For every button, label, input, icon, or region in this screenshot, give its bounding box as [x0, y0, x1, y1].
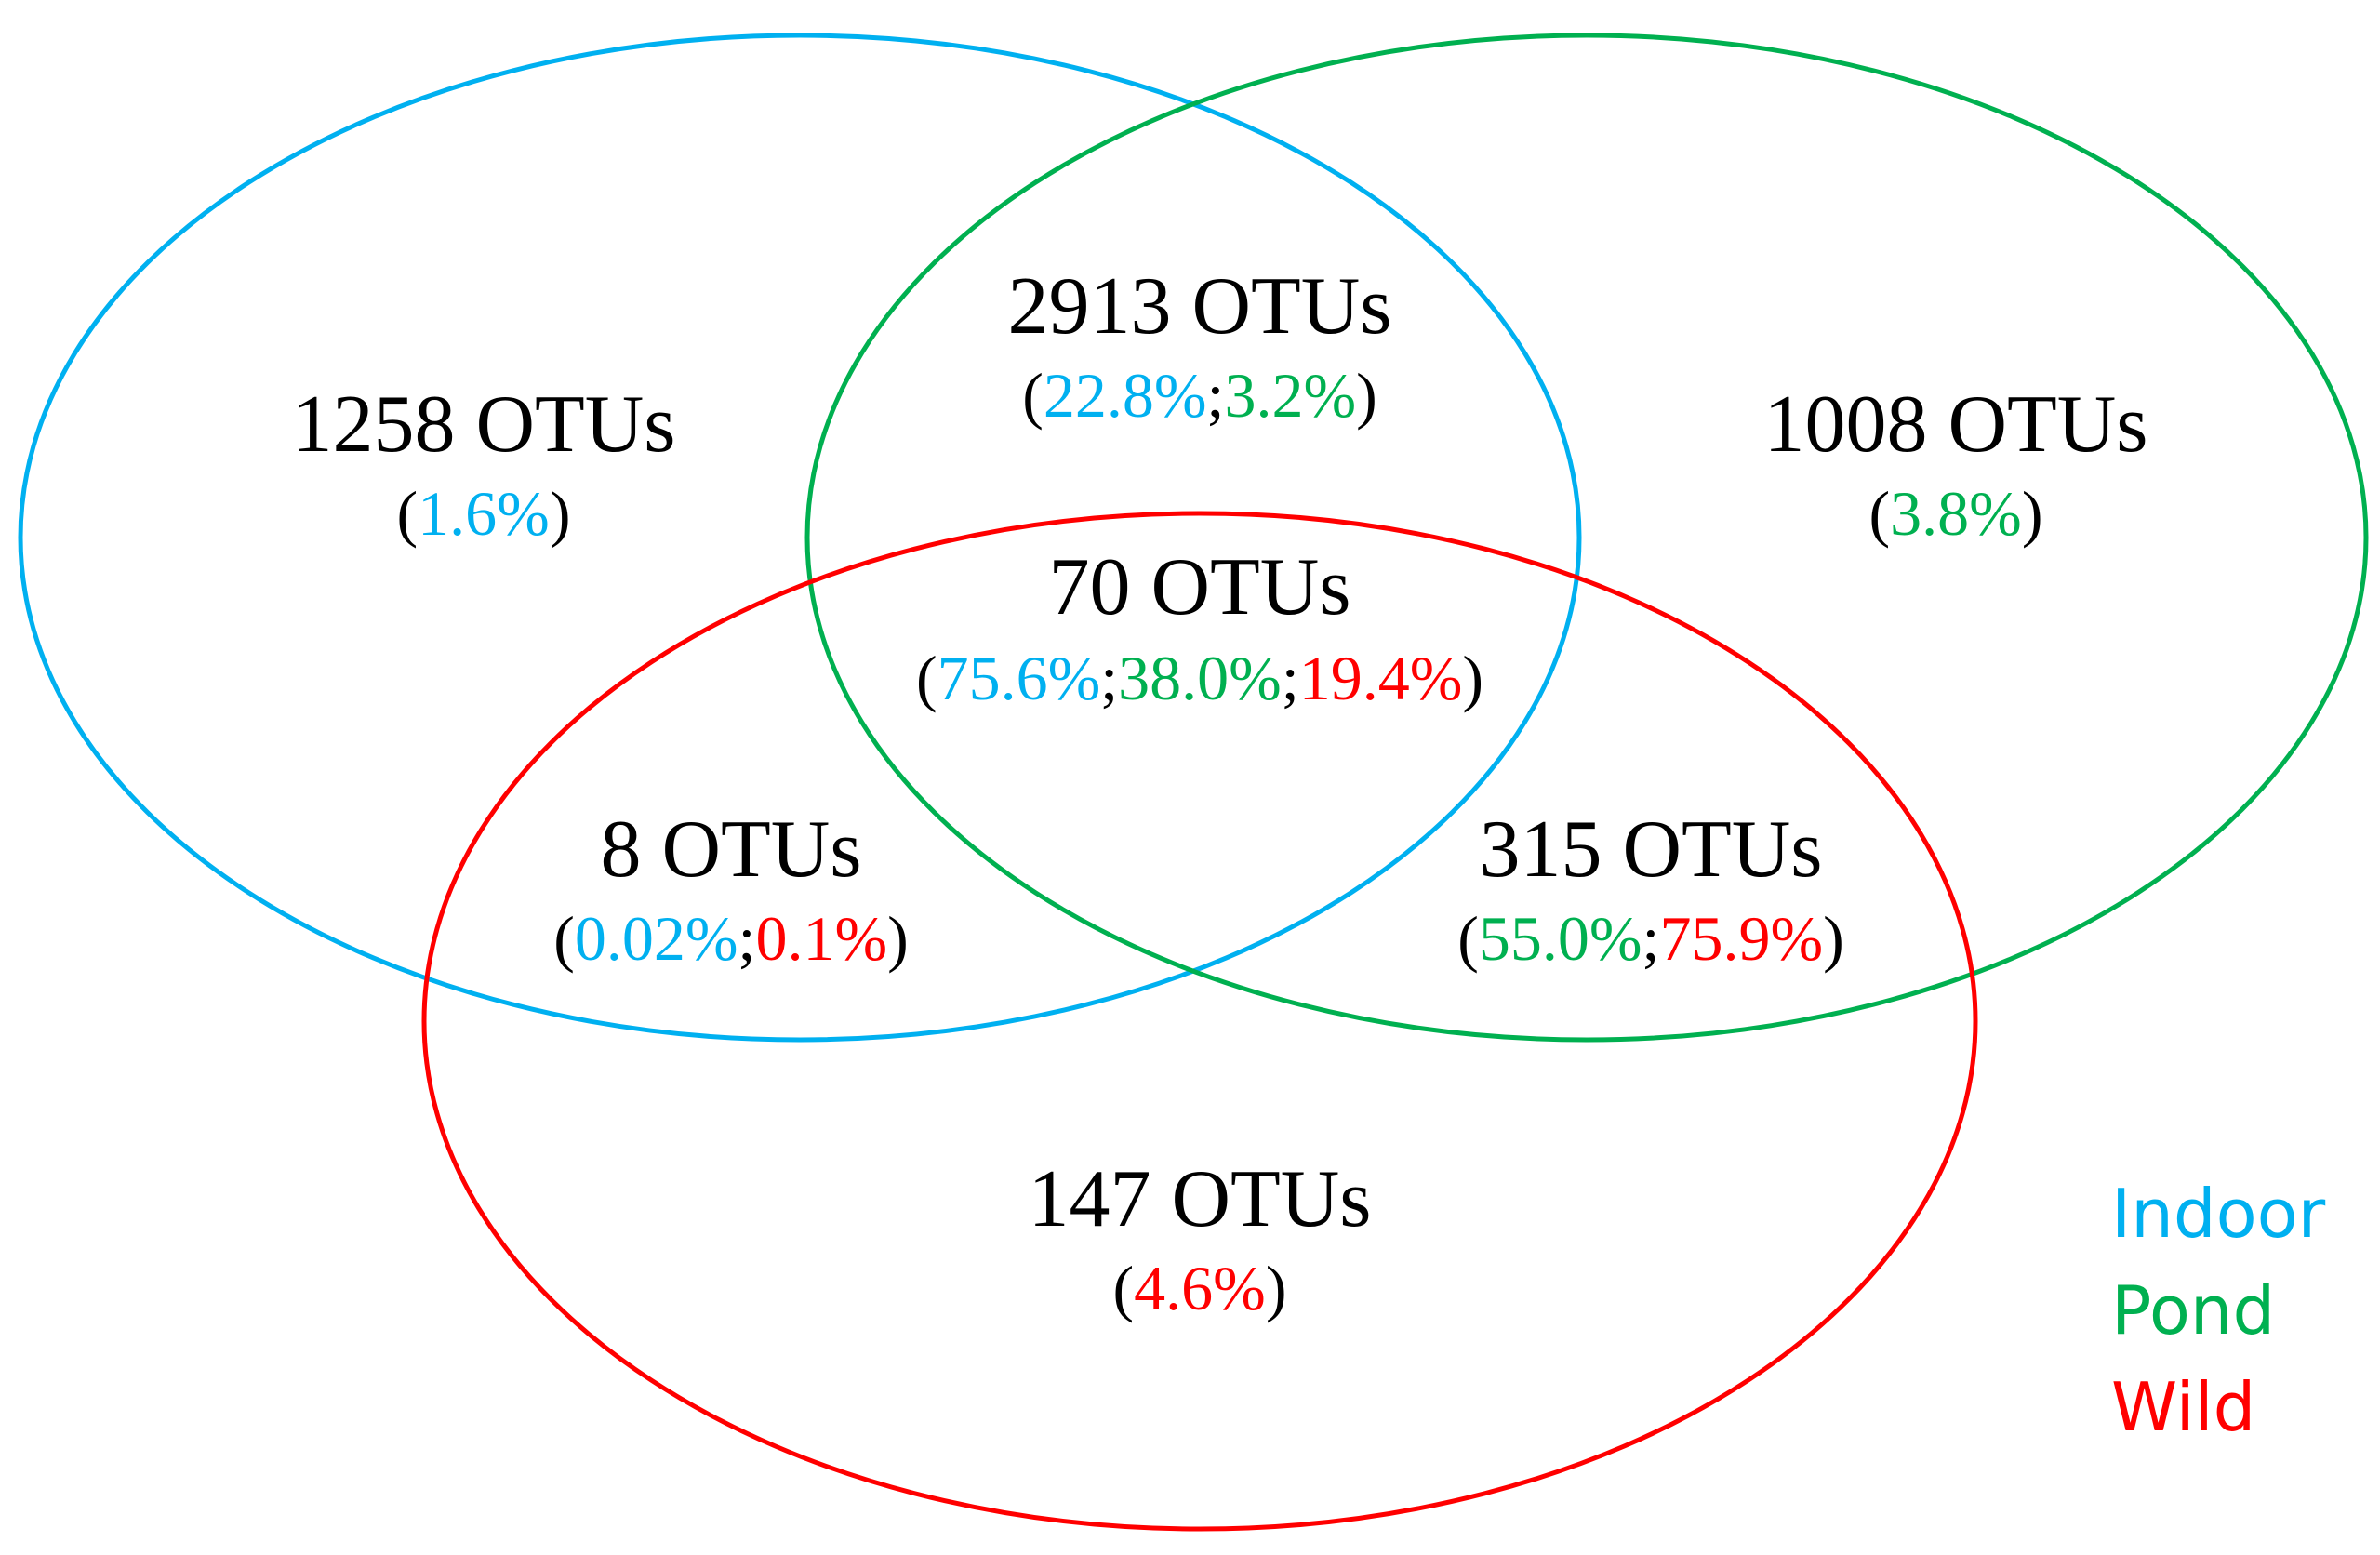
indoor-pond-pcts: (22.8%;3.2%): [1022, 360, 1377, 431]
percentage-value: 0.02%: [575, 903, 738, 974]
percentage-value: 3.8%: [1890, 478, 2022, 549]
separator: ;: [1100, 643, 1118, 713]
indoor-wild-pcts: (0.02%;0.1%): [553, 903, 909, 974]
percentage-value: 75.6%: [937, 643, 1101, 713]
paren-open: (: [916, 643, 937, 713]
legend-wild: Wild: [2111, 1368, 2255, 1446]
pond-wild-count: 315 OTUs: [1479, 804, 1822, 895]
percentage-value: 38.0%: [1118, 643, 1282, 713]
pond-only-pcts: (3.8%): [1869, 478, 2043, 549]
separator: ;: [1207, 360, 1225, 431]
wild-only-pcts: (4.6%): [1113, 1253, 1287, 1323]
paren-open: (: [1113, 1253, 1135, 1323]
indoor-only-pcts: (1.6%): [397, 478, 571, 549]
paren-close: ): [1266, 1253, 1287, 1323]
percentage-value: 0.1%: [755, 903, 887, 974]
paren-close: ): [1823, 903, 1844, 974]
separator: ;: [738, 903, 756, 974]
indoor-ellipse: [18, 33, 1582, 1043]
paren-close: ): [2022, 478, 2043, 549]
separator: ;: [1282, 643, 1299, 713]
paren-open: (: [1869, 478, 1891, 549]
paren-close: ): [1356, 360, 1377, 431]
wild-only-count: 147 OTUs: [1028, 1154, 1371, 1244]
all-three-count: 70 OTUs: [1048, 542, 1350, 632]
separator: ;: [1642, 903, 1660, 974]
paren-close: ): [887, 903, 909, 974]
percentage-value: 19.4%: [1299, 643, 1463, 713]
percentage-value: 55.0%: [1479, 903, 1642, 974]
indoor-only-count: 1258 OTUs: [291, 379, 675, 470]
paren-close: ): [550, 478, 571, 549]
legend-indoor: Indoor: [2111, 1175, 2326, 1253]
paren-open: (: [553, 903, 575, 974]
paren-close: ): [1462, 643, 1483, 713]
indoor-wild-count: 8 OTUs: [600, 804, 861, 895]
paren-open: (: [1457, 903, 1479, 974]
percentage-value: 75.9%: [1659, 903, 1823, 974]
indoor-pond-count: 2913 OTUs: [1007, 261, 1391, 352]
legend-pond: Pond: [2111, 1271, 2275, 1349]
percentage-value: 22.8%: [1044, 360, 1207, 431]
percentage-value: 3.2%: [1224, 360, 1356, 431]
pond-only-count: 1008 OTUs: [1763, 379, 2147, 470]
pond-ellipse: [804, 33, 2369, 1043]
pond-wild-pcts: (55.0%;75.9%): [1457, 903, 1844, 974]
percentage-value: 4.6%: [1134, 1253, 1266, 1323]
percentage-value: 1.6%: [418, 478, 550, 549]
all-three-pcts: (75.6%;38.0%;19.4%): [916, 643, 1483, 713]
paren-open: (: [1022, 360, 1044, 431]
paren-open: (: [397, 478, 419, 549]
wild-ellipse: [421, 511, 1978, 1532]
